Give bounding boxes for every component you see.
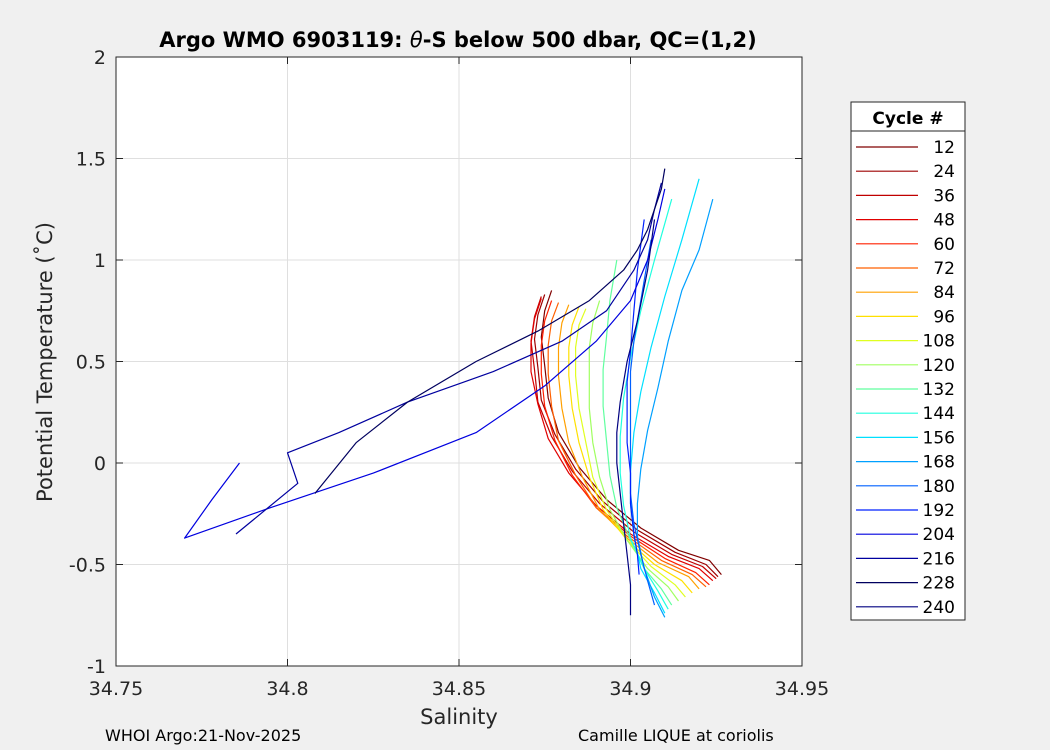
x-axis-ticks: 34.75 34.8 34.85 34.9 34.95 — [89, 57, 829, 700]
y-tick-label: 1 — [94, 250, 106, 272]
y-tick-label: 2 — [94, 47, 106, 69]
series-line-cycle-12 — [540, 290, 722, 575]
series-line-cycle-192 — [626, 219, 645, 575]
series-line-cycle-144 — [619, 198, 673, 610]
x-tick-label: 34.9 — [609, 678, 651, 700]
x-tick-label: 34.8 — [266, 678, 308, 700]
legend-item-cycle-240: 240 — [856, 598, 955, 618]
series-line-cycle-48 — [530, 298, 714, 582]
legend-label: 192 — [923, 501, 955, 521]
legend-label: 36 — [933, 186, 955, 206]
series-line-cycle-60 — [540, 300, 710, 586]
legend-label: 204 — [923, 525, 955, 545]
legend-item-cycle-60: 60 — [856, 235, 955, 255]
plot-axes: 34.75 34.8 34.85 34.9 34.95 -1 -0.5 0 0.5 1 1.5 2 — [69, 47, 829, 700]
legend-label: 180 — [923, 477, 955, 497]
series-line-cycle-120 — [588, 300, 679, 602]
legend-item-cycle-96: 96 — [856, 307, 955, 327]
y-axis-label: Potential Temperature (˚C) — [33, 222, 57, 502]
legend-item-cycle-24: 24 — [856, 162, 955, 182]
series-line-cycle-180 — [629, 239, 656, 606]
footer-right: Camille LIQUE at coriolis — [578, 726, 774, 745]
legend-item-cycle-12: 12 — [856, 138, 955, 158]
y-axis-ticks: -1 -0.5 0 0.5 1 1.5 2 — [69, 47, 802, 678]
series-line-cycle-24 — [533, 294, 719, 578]
footer-left: WHOI Argo:21-Nov-2025 — [105, 726, 301, 745]
legend-label: 120 — [923, 356, 955, 376]
legend-item-cycle-108: 108 — [856, 332, 955, 352]
legend-label: 96 — [933, 307, 955, 327]
series-line-cycle-156 — [629, 178, 700, 614]
legend-title: Cycle # — [872, 109, 943, 129]
legend-label: 108 — [923, 332, 955, 352]
legend-item-cycle-180: 180 — [856, 477, 955, 497]
legend-label: 156 — [923, 428, 955, 448]
legend-item-cycle-132: 132 — [856, 380, 955, 400]
chart-title: Argo WMO 6903119: θ-S below 500 dbar, QC… — [159, 28, 756, 52]
data-lines — [184, 168, 722, 618]
legend-item-cycle-192: 192 — [856, 501, 955, 521]
legend-label: 84 — [933, 283, 955, 303]
legend-item-cycle-204: 204 — [856, 525, 955, 545]
legend-item-cycle-84: 84 — [856, 283, 955, 303]
series-line-cycle-132 — [602, 259, 673, 606]
legend-label: 72 — [933, 259, 955, 279]
legend-label: 12 — [933, 138, 955, 158]
y-tick-label: 1.5 — [76, 149, 106, 171]
legend-label: 216 — [923, 549, 955, 569]
legend-item-cycle-36: 36 — [856, 186, 955, 206]
legend-items: 12 24 36 48 60 72 84 96 108 120 132 144 156 168 180 192… — [856, 138, 955, 618]
series-line-cycle-228 — [314, 168, 666, 494]
y-tick-label: -0.5 — [69, 555, 106, 577]
y-tick-label: 0.5 — [76, 352, 106, 374]
series-line-cycle-240 — [616, 219, 656, 616]
series-line-cycle-72 — [547, 302, 707, 588]
legend-item-cycle-120: 120 — [856, 356, 955, 376]
x-tick-label: 34.95 — [775, 678, 829, 700]
legend-label: 168 — [923, 453, 955, 473]
legend-label: 144 — [923, 404, 955, 424]
legend-item-cycle-228: 228 — [856, 574, 955, 594]
legend-item-cycle-168: 168 — [856, 453, 955, 473]
series-line-cycle-108 — [574, 308, 686, 598]
legend-item-cycle-144: 144 — [856, 404, 955, 424]
x-tick-label: 34.75 — [89, 678, 143, 700]
legend: Cycle # 12243648607284961081201321441561… — [850, 101, 966, 621]
legend-label: 228 — [923, 574, 955, 594]
legend-item-cycle-48: 48 — [856, 211, 955, 231]
legend-label: 132 — [923, 380, 955, 400]
legend-label: 24 — [933, 162, 955, 182]
x-axis-label: Salinity — [420, 705, 498, 729]
series-line-cycle-216 — [235, 182, 662, 535]
legend-label: 48 — [933, 211, 955, 231]
y-tick-label: 0 — [94, 453, 106, 475]
series-line-cycle-96 — [568, 306, 693, 594]
legend-item-cycle-216: 216 — [856, 549, 955, 569]
y-tick-label: -1 — [87, 656, 106, 678]
legend-label: 60 — [933, 235, 955, 255]
legend-item-cycle-156: 156 — [856, 428, 955, 448]
x-tick-label: 34.85 — [432, 678, 486, 700]
legend-label: 240 — [923, 598, 955, 618]
legend-item-cycle-72: 72 — [856, 259, 955, 279]
series-line-cycle-84 — [557, 304, 700, 590]
